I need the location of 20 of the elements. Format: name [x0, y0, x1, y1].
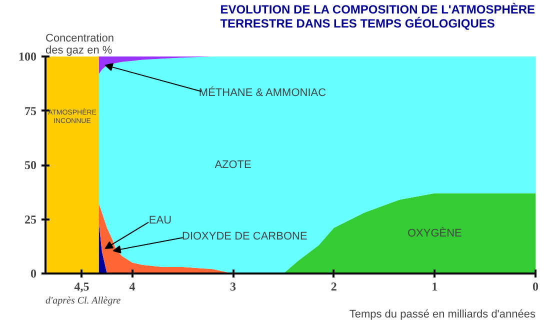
- y-tick-label: 50: [24, 158, 36, 172]
- y-tick-label: 75: [24, 104, 36, 118]
- y-axis-title: Concentration des gaz en %: [46, 32, 114, 56]
- x-tick-label: 0: [532, 280, 538, 294]
- y-tick-label: 25: [24, 212, 36, 226]
- x-tick-label: 4,5: [74, 280, 90, 294]
- text: d'après Cl. Allègre: [46, 296, 122, 306]
- x-tick-label: 3: [230, 280, 236, 294]
- y-tick-label: 0: [30, 266, 36, 280]
- x-tick-label: 1: [432, 280, 438, 294]
- chart-title: EVOLUTION DE LA COMPOSITION DE L'ATMOSPHÈRE TERRESTRE DANS LES TEMPS GÉOLOGIQUES: [220, 2, 536, 30]
- x-axis-title: Temps du passé en milliards d'années: [349, 308, 536, 320]
- text: DIOXYDE DE CARBONE: [182, 230, 308, 243]
- text: MÉTHANE & AMMONIAC: [198, 86, 326, 100]
- x-tick-label: 4: [129, 280, 136, 294]
- series-label: OXYGÈNE: [407, 226, 462, 240]
- text: EAU: [148, 214, 172, 227]
- y-tick-label: 100: [18, 50, 36, 64]
- x-tick-label: 2: [330, 280, 337, 294]
- series-label: AZOTE: [214, 159, 252, 171]
